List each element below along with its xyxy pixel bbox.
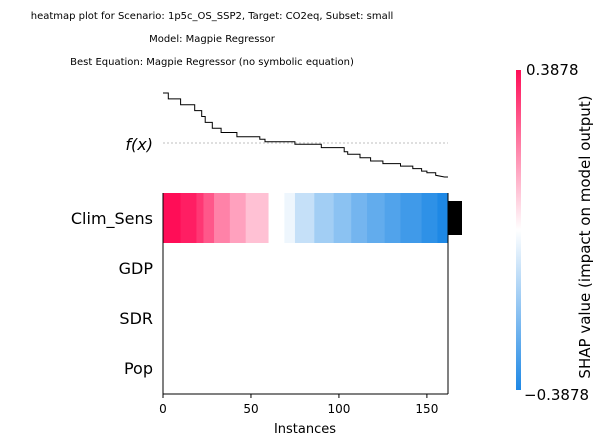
importance-bar-clim-sens	[448, 201, 462, 235]
x-tick-label-100: 100	[327, 402, 350, 416]
feature-label-pop: Pop	[124, 359, 153, 378]
heatmap-cell-9	[294, 193, 315, 243]
colorbar-label: SHAP value (impact on model output)	[576, 95, 594, 378]
heatmap-cell-8	[284, 193, 296, 243]
heatmap-cell-14	[384, 193, 401, 243]
title-line-1: heatmap plot for Scenario: 1p5c_OS_SSP2,…	[31, 11, 394, 22]
heatmap-cell-0	[163, 193, 182, 243]
heatmap-cell-3	[203, 193, 215, 243]
feature-label-clim-sens: Clim_Sens	[71, 209, 153, 229]
colorbar	[516, 70, 521, 390]
heatmap-cell-10	[314, 193, 335, 243]
heatmap-cell-11	[333, 193, 352, 243]
feature-importance-bars	[448, 201, 462, 235]
heatmap-cells	[163, 193, 449, 243]
x-tick-label-50: 50	[243, 402, 258, 416]
heatmap-cell-16	[421, 193, 438, 243]
heatmap-cell-5	[229, 193, 247, 243]
heatmap-cell-15	[400, 193, 423, 243]
feature-labels: Clim_Sens GDP SDR Pop	[71, 209, 153, 378]
heatmap-cell-17	[437, 193, 449, 243]
title-line-2: Model: Magpie Regressor	[149, 34, 276, 45]
x-axis-label: Instances	[274, 422, 336, 437]
x-tick-label-150: 150	[415, 402, 438, 416]
x-axis-ticks: 0 50 100 150	[159, 394, 438, 416]
heatmap-cell-7	[268, 193, 285, 243]
heatmap-cell-2	[196, 193, 204, 243]
heatmap-cell-4	[214, 193, 231, 243]
title-line-3: Best Equation: Magpie Regressor (no symb…	[70, 57, 354, 68]
feature-label-gdp: GDP	[119, 259, 154, 278]
x-tick-label-0: 0	[159, 402, 167, 416]
feature-label-sdr: SDR	[119, 309, 153, 328]
heatmap-cell-13	[367, 193, 386, 243]
fx-curve	[163, 92, 448, 178]
heatmap-cell-6	[245, 193, 270, 243]
heatmap-cell-1	[180, 193, 197, 243]
colorbar-max-label: 0.3878	[526, 61, 579, 79]
heatmap-cell-12	[351, 193, 368, 243]
fx-label: f(x)	[125, 135, 153, 154]
colorbar-min-label: −0.3878	[524, 386, 589, 404]
